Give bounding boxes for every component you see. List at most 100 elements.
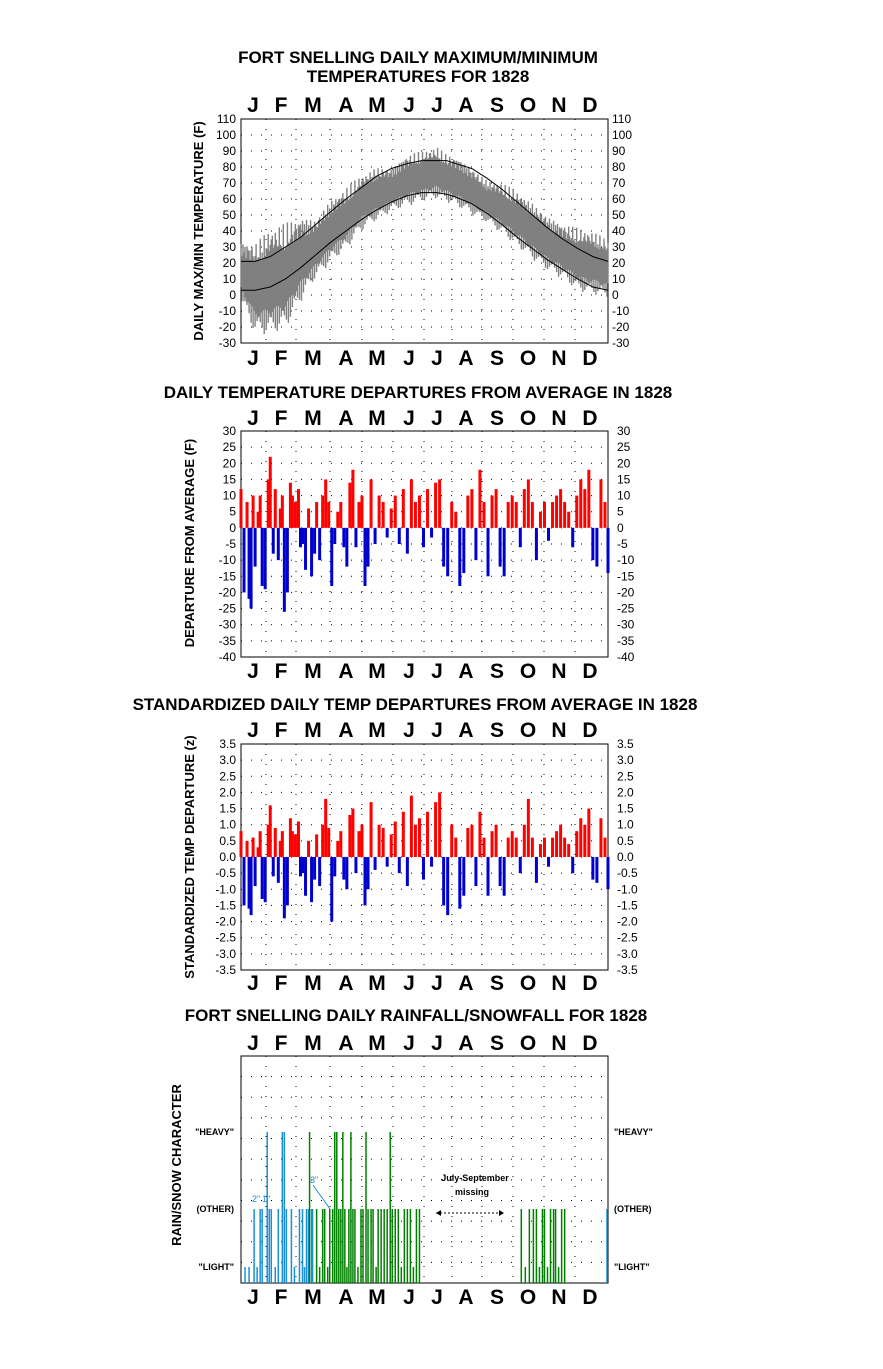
month-label-bottom: M — [304, 347, 322, 370]
y-tick-right: 1.5 — [617, 802, 634, 816]
month-label-bottom: J — [403, 972, 415, 995]
month-label-bottom: A — [458, 347, 473, 370]
departure-bar — [339, 831, 343, 857]
departure-bar — [587, 469, 591, 528]
departure-bar — [273, 827, 277, 857]
snow-label-leader — [312, 1184, 331, 1210]
departure-bar — [522, 489, 526, 528]
departure-bar — [538, 511, 542, 528]
departure-bar — [345, 857, 349, 890]
chart4-y-axis-label: RAIN/SNOW CHARACTER — [169, 1084, 184, 1246]
month-label-bottom: J — [403, 347, 415, 370]
category-other-right: (OTHER) — [614, 1204, 652, 1214]
departure-bar — [280, 495, 284, 528]
departure-bar — [534, 857, 538, 883]
month-label-top: D — [582, 1032, 597, 1055]
month-label-top: M — [304, 407, 322, 430]
departure-bar — [547, 527, 551, 541]
chart4-annotation-gap-2: missing — [455, 1187, 489, 1197]
departure-bar — [271, 857, 275, 877]
y-tick-right: -30 — [617, 618, 635, 632]
departure-bar — [304, 527, 308, 570]
chart3-title: STANDARDIZED DAILY TEMP DEPARTURES FROM … — [133, 695, 698, 714]
departure-bar — [301, 857, 305, 874]
departure-bar — [276, 527, 280, 561]
month-label-bottom: J — [431, 660, 443, 683]
month-label-bottom: D — [582, 347, 597, 370]
month-label-bottom: A — [338, 347, 353, 370]
departure-bar — [318, 527, 322, 561]
y-tick-right: 20 — [617, 456, 631, 470]
month-label-top: A — [458, 719, 473, 742]
month-label-top: J — [247, 94, 259, 117]
y-tick-left: 3.0 — [219, 753, 236, 767]
departure-bar — [342, 527, 346, 548]
y-tick-right: -2.5 — [617, 931, 638, 945]
departure-bar — [342, 857, 346, 880]
month-label-top: J — [431, 1032, 443, 1055]
departure-bar — [357, 831, 361, 857]
y-tick-right: -10 — [612, 304, 630, 318]
y-tick-left: -20 — [219, 320, 237, 334]
y-tick-left: 0.0 — [219, 850, 236, 864]
month-label-top: J — [431, 407, 443, 430]
chart4-snow-label-3: 3" — [310, 1175, 318, 1185]
month-label-bottom: O — [520, 1286, 536, 1309]
month-label-top: A — [458, 1032, 473, 1055]
departure-bar — [599, 818, 603, 857]
y-tick-left: 1.5 — [219, 802, 236, 816]
departure-bar — [579, 479, 583, 528]
departure-bar — [280, 831, 284, 857]
departure-bar — [563, 502, 567, 528]
departure-bar — [603, 502, 607, 528]
departure-bar — [373, 527, 377, 544]
y-tick-right: -40 — [617, 650, 635, 664]
departure-bar — [567, 511, 571, 528]
chart4-snow-label-2: 1" — [262, 1194, 270, 1204]
y-tick-left: -2.5 — [215, 931, 236, 945]
departure-bar — [290, 831, 294, 857]
y-tick-right: -30 — [612, 336, 630, 350]
y-tick-right: 3.0 — [617, 753, 634, 767]
departure-bar — [551, 837, 555, 857]
departure-bar — [526, 479, 530, 528]
month-label-top: M — [368, 407, 386, 430]
departure-bar — [438, 792, 442, 857]
departure-bar — [555, 495, 559, 528]
departure-bar — [559, 489, 563, 528]
y-tick-left: -10 — [219, 553, 237, 567]
departure-bar — [606, 857, 610, 890]
departure-bar — [345, 527, 349, 567]
y-tick-right: 60 — [612, 192, 626, 206]
departure-bar — [486, 857, 490, 896]
departure-bar — [296, 821, 300, 857]
month-label-bottom: D — [582, 1286, 597, 1309]
departure-bar — [293, 834, 297, 857]
y-tick-left: 50 — [223, 208, 237, 222]
departure-bar — [518, 857, 522, 874]
departure-bar — [251, 837, 255, 857]
month-label-bottom: S — [490, 347, 504, 370]
month-label-bottom: A — [338, 660, 353, 683]
departure-bar — [296, 489, 300, 528]
y-tick-right: -3.0 — [617, 947, 638, 961]
departure-bar — [290, 495, 294, 528]
y-tick-right: -3.5 — [617, 963, 638, 977]
y-tick-right: -35 — [617, 634, 635, 648]
month-label-bottom: J — [247, 972, 259, 995]
departure-bar — [606, 527, 610, 574]
y-tick-right: -20 — [617, 585, 635, 599]
departure-bar — [413, 824, 417, 857]
departure-bar — [245, 502, 249, 528]
departure-bar — [462, 857, 466, 896]
y-tick-right: 0.0 — [617, 850, 634, 864]
y-tick-left: 5 — [229, 505, 236, 519]
y-tick-left: 0 — [229, 521, 236, 535]
month-label-bottom: J — [431, 972, 443, 995]
departure-bar — [307, 840, 311, 857]
departure-bar — [293, 502, 297, 528]
month-label-top: N — [551, 1032, 566, 1055]
month-label-bottom: J — [403, 660, 415, 683]
departure-bar — [310, 857, 314, 903]
y-tick-left: -0.5 — [215, 866, 236, 880]
